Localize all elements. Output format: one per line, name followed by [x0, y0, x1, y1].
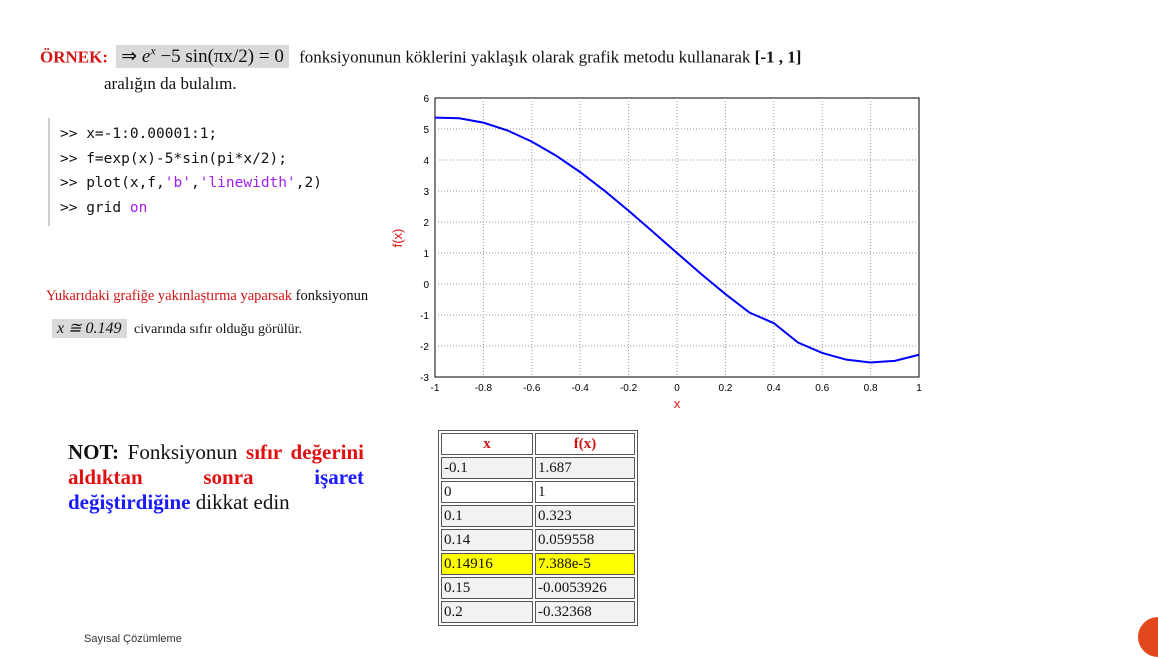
- table-row: 0.1 0.323: [441, 505, 635, 527]
- prompt: >>: [60, 126, 87, 142]
- zoom-note: Yukarıdaki grafiğe yakınlaştırma yaparsa…: [46, 288, 368, 305]
- x-tick-label: -0.6: [523, 383, 541, 394]
- table-header-row: x f(x): [441, 433, 635, 455]
- table-cell: 0: [441, 481, 533, 503]
- table-cell: -0.1: [441, 457, 533, 479]
- code-keyword: on: [129, 199, 148, 216]
- footer-text: Sayısal Çözümleme: [84, 633, 182, 645]
- equation-rest: −5 sin(πx/2) = 0: [155, 46, 284, 68]
- table-cell: -0.0053926: [535, 577, 635, 599]
- heading-text: fonksiyonunun köklerini yaklaşık olarak …: [299, 47, 751, 67]
- table-cell: 0.14: [441, 529, 533, 551]
- code-line-1: >> x=-1:0.00001:1;: [60, 122, 322, 147]
- y-tick-label: -2: [420, 342, 429, 353]
- x-tick-label: 0.6: [815, 383, 829, 394]
- code-text: x=-1:0.00001:1;: [86, 126, 218, 142]
- code-text: ,: [190, 175, 200, 191]
- code-block: >> x=-1:0.00001:1; >> f=exp(x)-5*sin(pi*…: [48, 118, 322, 226]
- code-text: ,2): [295, 175, 322, 191]
- table-row: 0.15 -0.0053926: [441, 577, 635, 599]
- x-tick-label: 0: [674, 383, 680, 394]
- heading-text-2: aralığın da bulalım.: [104, 74, 237, 93]
- example-heading: ÖRNEK: ⇒ ex −5 sin(πx/2) = 0 fonksiyonun…: [40, 44, 802, 69]
- code-string: 'linewidth': [199, 175, 296, 191]
- x-tick-label: -0.2: [620, 383, 638, 394]
- x-axis-label: x: [674, 396, 681, 411]
- code-line-2: >> f=exp(x)-5*sin(pi*x/2);: [60, 147, 322, 172]
- table-cell: 7.388e-5: [535, 553, 635, 575]
- prompt: >>: [60, 150, 87, 167]
- note-space: [254, 465, 315, 489]
- code-line-4: >> grid on: [60, 196, 322, 221]
- table-cell: 0.323: [535, 505, 635, 527]
- x-tick-label: 0.2: [718, 383, 732, 394]
- x-tick-label: 0.8: [864, 383, 878, 394]
- zoom-note-black: fonksiyonun: [292, 288, 369, 304]
- note-red-text: sıfır değerini aldıktan sonra: [68, 440, 365, 489]
- table-row: 0.2 -0.32368: [441, 601, 635, 623]
- x-tick-label: 0.4: [767, 383, 781, 394]
- y-axis-label: f(x): [390, 229, 405, 248]
- y-tick-label: 3: [423, 187, 429, 198]
- y-tick-label: 2: [423, 218, 429, 229]
- table-header: f(x): [535, 433, 635, 455]
- table-cell: 1: [535, 481, 635, 503]
- x-tick-label: 1: [916, 383, 922, 394]
- code-text: f=exp(x)-5*sin(pi*x/2);: [86, 150, 287, 167]
- plot-area: [434, 97, 920, 378]
- y-tick-label: 4: [423, 156, 429, 167]
- x-tick-label: -1: [431, 383, 440, 394]
- root-note: x ≅ 0.149 civarında sıfır olduğu görülür…: [52, 318, 302, 338]
- equation-exponent: x: [150, 44, 156, 58]
- table-cell: -0.32368: [535, 601, 635, 623]
- table-row: -0.1 1.687: [441, 457, 635, 479]
- root-expression: x ≅ 0.149: [52, 319, 127, 338]
- function-plot: -1 -0.8 -0.6 -0.4 -0.2 0 0.2 0.4 0.6 0.8 1 -3 -2 -1 0 1…: [390, 94, 922, 411]
- zoom-note-red: Yukarıdaki grafiğe yakınlaştırma yaparsa…: [46, 288, 293, 304]
- implies-symbol: ⇒: [121, 46, 142, 68]
- tick-labels: -1 -0.8 -0.6 -0.4 -0.2 0 0.2 0.4 0.6 0.8 1 -3 -2 -1 0 1…: [420, 94, 922, 394]
- equation-box: ⇒ ex −5 sin(πx/2) = 0: [116, 44, 289, 69]
- table-row: 0.14 0.059558: [441, 529, 635, 551]
- note-blue-text: işaret değiştirdiğine: [68, 465, 365, 514]
- note-box: NOT: Fonksiyonun sıfır değerini aldıktan…: [68, 440, 364, 515]
- y-tick-label: -3: [420, 373, 429, 384]
- y-tick-label: 6: [423, 94, 429, 105]
- x-tick-label: -0.4: [572, 383, 590, 394]
- code-text: plot(x,f,: [86, 175, 165, 191]
- example-label: ÖRNEK:: [40, 47, 108, 67]
- table-cell: 0.15: [441, 577, 533, 599]
- table-header: x: [441, 433, 533, 455]
- range-text: [-1 , 1]: [754, 47, 802, 67]
- note-text: Fonksiyonun: [118, 440, 247, 464]
- equation-e: e: [141, 46, 151, 68]
- y-tick-label: -1: [420, 311, 429, 322]
- code-text: grid: [86, 199, 130, 216]
- table-row-highlighted: 0.14916 7.388e-5: [441, 553, 635, 575]
- table-cell: 0.14916: [441, 553, 533, 575]
- table-cell: 1.687: [535, 457, 635, 479]
- code-line-3: >> plot(x,f,'b','linewidth',2): [60, 171, 322, 196]
- root-text: civarında sıfır olduğu görülür.: [134, 322, 302, 337]
- series-line: [434, 116, 920, 364]
- x-tick-label: -0.8: [475, 383, 493, 394]
- prompt: >>: [60, 175, 87, 191]
- table-cell: 0.059558: [535, 529, 635, 551]
- y-tick-label: 5: [423, 125, 429, 136]
- table-cell: 0.2: [441, 601, 533, 623]
- prompt: >>: [60, 199, 87, 216]
- note-text-end: dikkat edin: [190, 490, 290, 514]
- note-label: NOT:: [68, 440, 119, 464]
- corner-decoration: [1138, 617, 1158, 657]
- code-string: 'b': [164, 175, 191, 191]
- table-cell: 0.1: [441, 505, 533, 527]
- y-tick-label: 0: [423, 280, 429, 291]
- y-tick-label: 1: [423, 249, 429, 260]
